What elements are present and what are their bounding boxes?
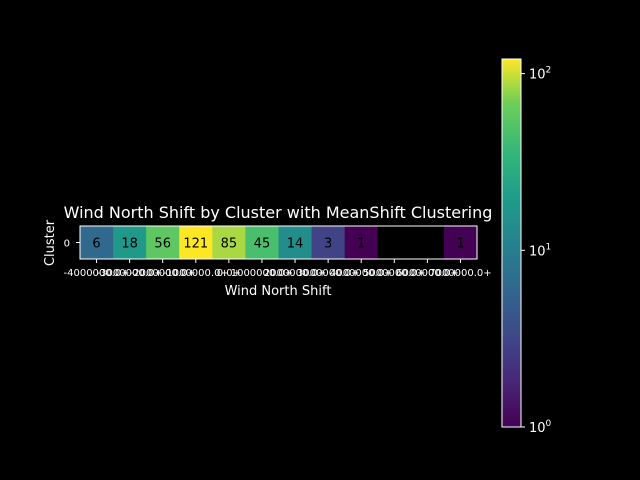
cell-value-label: 6	[92, 237, 100, 252]
x-tick-label: 7000000.0+	[429, 268, 491, 279]
cell-value-label: 3	[324, 237, 332, 252]
x-tick-label: -4000000.0+	[64, 268, 130, 279]
heatmap-cell	[410, 226, 445, 259]
cell-value-label: 1	[357, 237, 365, 252]
colorbar	[501, 58, 522, 428]
heatmap-cell	[146, 226, 180, 259]
x-tick-label: 2000000.0+	[264, 268, 326, 279]
x-tick-label: 0.0+	[217, 268, 241, 279]
x-tick-label: 6000000.0+	[396, 268, 458, 279]
colorbar-tick-label: 101	[529, 242, 551, 259]
heatmap-cell	[377, 226, 412, 259]
chart-title: Wind North Shift by Cluster with MeanShi…	[64, 203, 493, 222]
y-axis-label: Cluster	[43, 219, 58, 266]
colorbar-ticks: 100 101 102	[521, 66, 552, 436]
x-tick-label: -3000000.0+	[97, 268, 163, 279]
cell-value-label: 121	[183, 237, 208, 252]
heatmap-cell	[278, 226, 313, 259]
heatmap-cell-labels: 6 18 56 121 85 45 14 3 1 1	[92, 237, 464, 252]
heatmap-cell	[344, 226, 379, 259]
x-axis-label: Wind North Shift	[225, 284, 332, 299]
x-tick-label: -2000000.0+	[130, 268, 196, 279]
x-tick-label: -1000000.0+	[163, 268, 229, 279]
y-tick-label: 0	[64, 239, 70, 250]
heatmap-cell	[311, 226, 346, 259]
cell-value-label: 85	[221, 237, 238, 252]
heatmap-cell	[443, 226, 478, 259]
cell-value-label: 18	[121, 237, 138, 252]
x-tick-label: 1000000.0+	[231, 268, 293, 279]
heatmap-cell	[245, 226, 279, 259]
colorbar-tick-label: 102	[529, 66, 551, 83]
x-axis-ticks: -4000000.0+-3000000.0+-2000000.0+-100000…	[64, 259, 492, 279]
heatmap-cell	[113, 226, 147, 259]
x-tick-label: 4000000.0+	[330, 268, 392, 279]
heatmap-cell	[80, 226, 114, 259]
cell-value-label: 56	[154, 237, 171, 252]
cell-value-label: 1	[456, 237, 464, 252]
heatmap-cell	[179, 226, 213, 259]
heatmap-cell	[212, 226, 246, 259]
x-tick-label: 3000000.0+	[297, 268, 359, 279]
y-axis-ticks: 0	[64, 239, 80, 250]
x-tick-label: 5000000.0+	[363, 268, 425, 279]
heatmap-cells	[80, 226, 478, 259]
cell-value-label: 45	[254, 237, 271, 252]
colorbar-tick-label: 100	[529, 419, 552, 436]
cell-value-label: 14	[287, 237, 304, 252]
